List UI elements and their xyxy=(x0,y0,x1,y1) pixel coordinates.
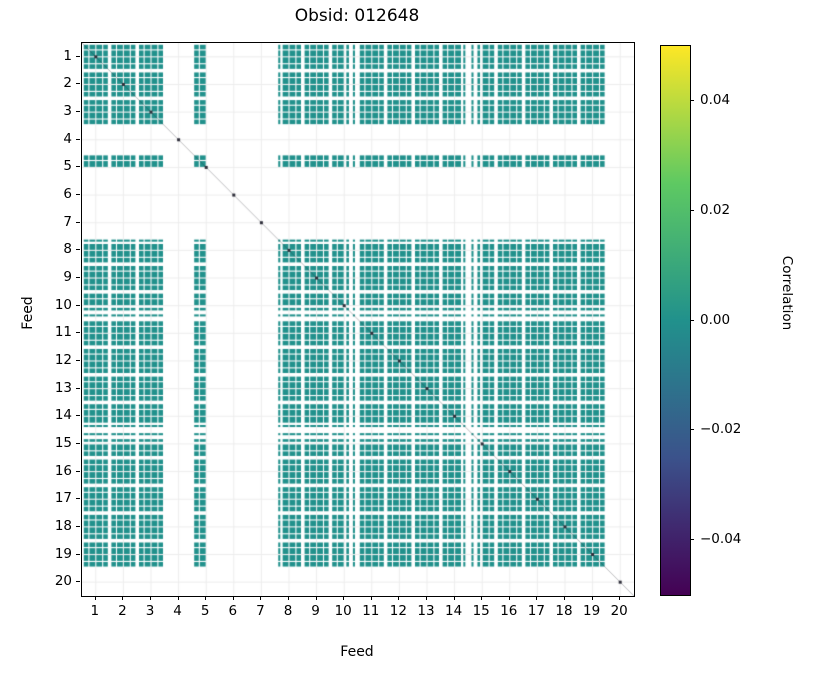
colorbar-tick-label: −0.04 xyxy=(700,531,742,548)
x-tick-mark xyxy=(619,596,621,600)
x-tick-mark xyxy=(453,596,455,600)
y-tick-label: 19 xyxy=(54,545,72,562)
colorbar xyxy=(660,45,691,596)
y-tick-mark xyxy=(76,83,80,85)
x-tick-mark xyxy=(232,596,234,600)
y-tick-mark xyxy=(76,387,80,389)
x-tick-label: 13 xyxy=(417,603,435,619)
y-tick-mark xyxy=(76,166,80,168)
x-tick-mark xyxy=(591,596,593,600)
y-tick-mark xyxy=(76,581,80,583)
y-tick-mark xyxy=(76,470,80,472)
x-tick-mark xyxy=(150,596,151,600)
x-tick-label: 8 xyxy=(283,603,293,619)
y-tick-mark xyxy=(76,55,80,57)
heatmap-plot xyxy=(81,42,635,597)
colorbar-tick-mark xyxy=(690,319,694,321)
x-tick-label: 9 xyxy=(311,603,320,619)
x-tick-mark xyxy=(94,596,96,600)
y-tick-mark xyxy=(76,498,80,500)
y-tick-mark xyxy=(76,442,80,444)
x-tick-label: 5 xyxy=(200,603,210,619)
y-tick-label: 8 xyxy=(63,241,72,258)
y-tick-mark xyxy=(76,138,80,140)
x-tick-label: 17 xyxy=(527,603,545,619)
y-tick-label: 12 xyxy=(54,351,72,368)
x-tick-label: 6 xyxy=(228,603,238,619)
colorbar-tick-label: 0.02 xyxy=(700,201,731,218)
y-tick-mark xyxy=(76,332,80,334)
y-tick-label: 20 xyxy=(54,573,72,590)
x-tick-mark xyxy=(205,596,207,600)
x-tick-mark xyxy=(315,596,317,600)
y-tick-label: 15 xyxy=(54,434,72,451)
y-axis-label: Feed xyxy=(20,296,36,330)
y-tick-label: 5 xyxy=(63,158,72,175)
x-tick-label: 16 xyxy=(500,603,518,619)
y-tick-label: 16 xyxy=(54,462,72,479)
x-tick-mark xyxy=(398,596,400,600)
x-tick-label: 1 xyxy=(90,603,100,619)
chart-title: Obsid: 012648 xyxy=(294,6,420,26)
y-tick-mark xyxy=(76,304,80,306)
y-tick-mark xyxy=(76,553,80,555)
y-tick-label: 11 xyxy=(54,324,72,341)
y-tick-label: 10 xyxy=(54,296,72,313)
x-tick-mark xyxy=(370,596,372,600)
x-tick-label: 15 xyxy=(472,603,490,619)
y-tick-mark xyxy=(76,111,80,113)
y-tick-label: 7 xyxy=(63,213,72,230)
y-tick-label: 1 xyxy=(63,47,72,64)
x-tick-mark xyxy=(536,596,538,600)
y-tick-mark xyxy=(76,525,80,527)
y-tick-label: 6 xyxy=(63,186,72,203)
colorbar-tick-label: −0.02 xyxy=(700,421,742,438)
heatmap-canvas xyxy=(82,43,634,596)
y-tick-mark xyxy=(76,415,80,417)
x-tick-label: 4 xyxy=(173,603,182,619)
y-tick-mark xyxy=(76,194,80,196)
y-tick-label: 18 xyxy=(54,517,72,534)
x-tick-mark xyxy=(260,596,262,600)
y-tick-mark xyxy=(76,249,80,251)
x-tick-mark xyxy=(564,596,565,600)
colorbar-label: Correlation xyxy=(779,255,795,331)
y-tick-mark xyxy=(76,277,80,279)
x-axis-label: Feed xyxy=(340,644,374,660)
x-tick-mark xyxy=(177,596,179,600)
x-tick-label: 10 xyxy=(334,603,352,619)
y-tick-mark xyxy=(76,221,80,223)
x-tick-label: 20 xyxy=(610,603,628,619)
x-tick-mark xyxy=(122,596,124,600)
x-tick-mark xyxy=(481,596,483,600)
y-tick-label: 13 xyxy=(54,379,72,396)
y-tick-label: 3 xyxy=(63,103,72,120)
colorbar-tick-mark xyxy=(690,209,694,211)
x-tick-label: 14 xyxy=(445,603,463,619)
x-tick-label: 19 xyxy=(583,603,601,619)
y-tick-label: 14 xyxy=(54,407,72,424)
colorbar-tick-label: 0.04 xyxy=(700,91,731,108)
colorbar-tick-mark xyxy=(690,99,694,101)
x-tick-label: 3 xyxy=(145,603,155,619)
x-tick-mark xyxy=(508,596,510,600)
y-tick-label: 2 xyxy=(63,75,72,92)
x-tick-label: 2 xyxy=(118,603,127,619)
x-tick-mark xyxy=(343,596,345,600)
x-tick-label: 18 xyxy=(555,603,573,619)
y-tick-label: 17 xyxy=(54,490,72,507)
x-tick-mark xyxy=(288,596,289,600)
x-tick-label: 12 xyxy=(389,603,407,619)
x-tick-label: 7 xyxy=(256,603,265,619)
y-tick-mark xyxy=(76,359,80,361)
x-tick-label: 11 xyxy=(362,603,380,619)
colorbar-tick-mark xyxy=(690,429,694,431)
x-tick-mark xyxy=(426,596,427,600)
colorbar-tick-label: 0.00 xyxy=(700,311,731,328)
colorbar-tick-mark xyxy=(690,539,694,541)
y-tick-label: 9 xyxy=(63,269,72,286)
y-tick-label: 4 xyxy=(63,130,72,147)
